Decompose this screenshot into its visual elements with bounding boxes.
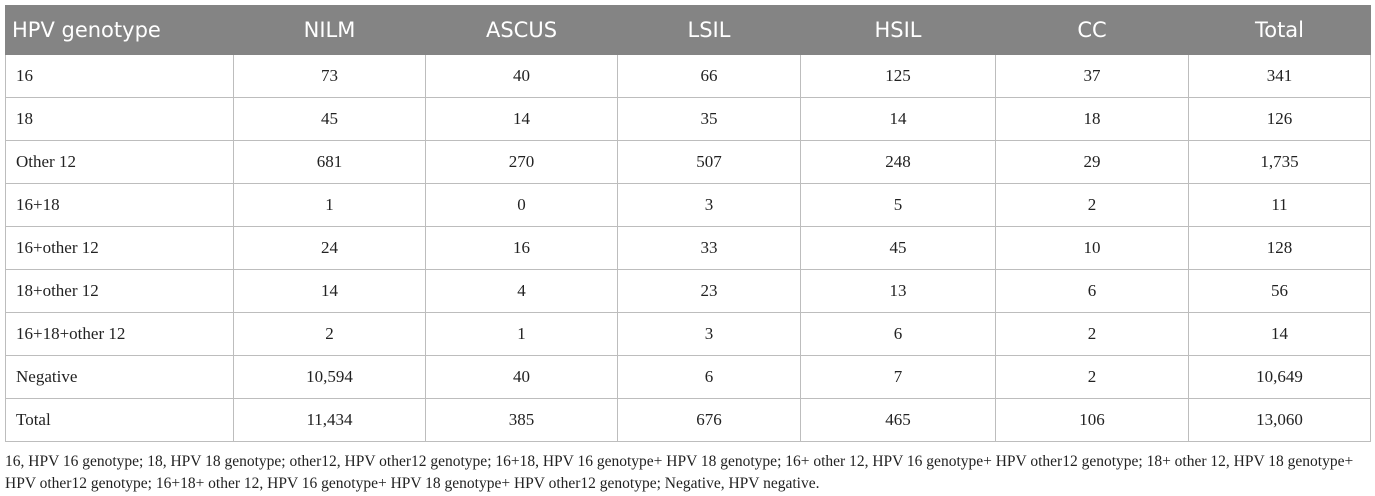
table-cell: 126 — [1188, 97, 1371, 141]
table-cell: 6 — [617, 355, 801, 399]
table-cell: 14 — [425, 97, 618, 141]
table-cell: 35 — [617, 97, 801, 141]
row-label: 18+other 12 — [5, 269, 234, 313]
table-row: Other 12 681 270 507 248 29 1,735 — [5, 140, 1371, 184]
table-cell: 40 — [425, 54, 618, 98]
header-cell: NILM — [233, 5, 426, 55]
row-label: Negative — [5, 355, 234, 399]
table-cell: 2 — [995, 183, 1189, 227]
table-cell: 3 — [617, 312, 801, 356]
table-cell: 676 — [617, 398, 801, 442]
row-label: 16+other 12 — [5, 226, 234, 270]
table-cell: 45 — [233, 97, 426, 141]
table-cell: 2 — [995, 355, 1189, 399]
table-cell: 14 — [233, 269, 426, 313]
table-cell: 507 — [617, 140, 801, 184]
table-row: 16+18+other 12 2 1 3 6 2 14 — [5, 312, 1371, 356]
table-row: 18+other 12 14 4 23 13 6 56 — [5, 269, 1371, 313]
table-cell: 1 — [233, 183, 426, 227]
table-cell: 4 — [425, 269, 618, 313]
header-cell: CC — [995, 5, 1189, 55]
header-cell: HPV genotype — [5, 5, 234, 55]
table-cell: 13 — [800, 269, 996, 313]
table-cell: 2 — [995, 312, 1189, 356]
table-cell: 56 — [1188, 269, 1371, 313]
table-cell: 40 — [425, 355, 618, 399]
header-cell: HSIL — [800, 5, 996, 55]
table-cell: 3 — [617, 183, 801, 227]
table-cell: 73 — [233, 54, 426, 98]
table-cell: 18 — [995, 97, 1189, 141]
row-label: 18 — [5, 97, 234, 141]
table-cell: 10 — [995, 226, 1189, 270]
table-cell: 10,594 — [233, 355, 426, 399]
table-cell: 341 — [1188, 54, 1371, 98]
table-cell: 66 — [617, 54, 801, 98]
table-cell: 128 — [1188, 226, 1371, 270]
table-row: 16+other 12 24 16 33 45 10 128 — [5, 226, 1371, 270]
row-label: 16+18 — [5, 183, 234, 227]
row-label: 16+18+other 12 — [5, 312, 234, 356]
table-cell: 14 — [800, 97, 996, 141]
table-cell: 11,434 — [233, 398, 426, 442]
table-cell: 24 — [233, 226, 426, 270]
table-cell: 7 — [800, 355, 996, 399]
table-cell: 33 — [617, 226, 801, 270]
table-cell: 2 — [233, 312, 426, 356]
table-cell: 11 — [1188, 183, 1371, 227]
header-row: HPV genotype NILM ASCUS LSIL HSIL CC Total — [5, 5, 1371, 55]
table-cell: 681 — [233, 140, 426, 184]
table-row: 18 45 14 35 14 18 126 — [5, 97, 1371, 141]
table-row: 16+18 1 0 3 5 2 11 — [5, 183, 1371, 227]
table-body: 16 73 40 66 125 37 341 18 45 14 35 14 18 126 Other 12 6… — [5, 54, 1371, 442]
table-cell: 14 — [1188, 312, 1371, 356]
data-table: HPV genotype NILM ASCUS LSIL HSIL CC Total 16 7… — [5, 5, 1371, 442]
table-cell: 1,735 — [1188, 140, 1371, 184]
table-cell: 10,649 — [1188, 355, 1371, 399]
table-cell: 37 — [995, 54, 1189, 98]
table-cell: 1 — [425, 312, 618, 356]
table-cell: 248 — [800, 140, 996, 184]
header-cell: ASCUS — [425, 5, 618, 55]
table-cell: 385 — [425, 398, 618, 442]
table-cell: 5 — [800, 183, 996, 227]
table-row: Total 11,434 385 676 465 106 13,060 — [5, 398, 1371, 442]
table-cell: 6 — [995, 269, 1189, 313]
table-cell: 29 — [995, 140, 1189, 184]
table-cell: 270 — [425, 140, 618, 184]
table-row: 16 73 40 66 125 37 341 — [5, 54, 1371, 98]
footnote: 16, HPV 16 genotype; 18, HPV 18 genotype… — [5, 453, 1354, 492]
row-label: 16 — [5, 54, 234, 98]
table-cell: 106 — [995, 398, 1189, 442]
table-cell: 23 — [617, 269, 801, 313]
header-cell: Total — [1188, 5, 1371, 55]
row-label: Total — [5, 398, 234, 442]
header-cell: LSIL — [617, 5, 801, 55]
table-cell: 0 — [425, 183, 618, 227]
table-cell: 45 — [800, 226, 996, 270]
table-cell: 16 — [425, 226, 618, 270]
table-cell: 465 — [800, 398, 996, 442]
table-row: Negative 10,594 40 6 7 2 10,649 — [5, 355, 1371, 399]
table-cell: 125 — [800, 54, 996, 98]
table-cell: 6 — [800, 312, 996, 356]
table-cell: 13,060 — [1188, 398, 1371, 442]
row-label: Other 12 — [5, 140, 234, 184]
